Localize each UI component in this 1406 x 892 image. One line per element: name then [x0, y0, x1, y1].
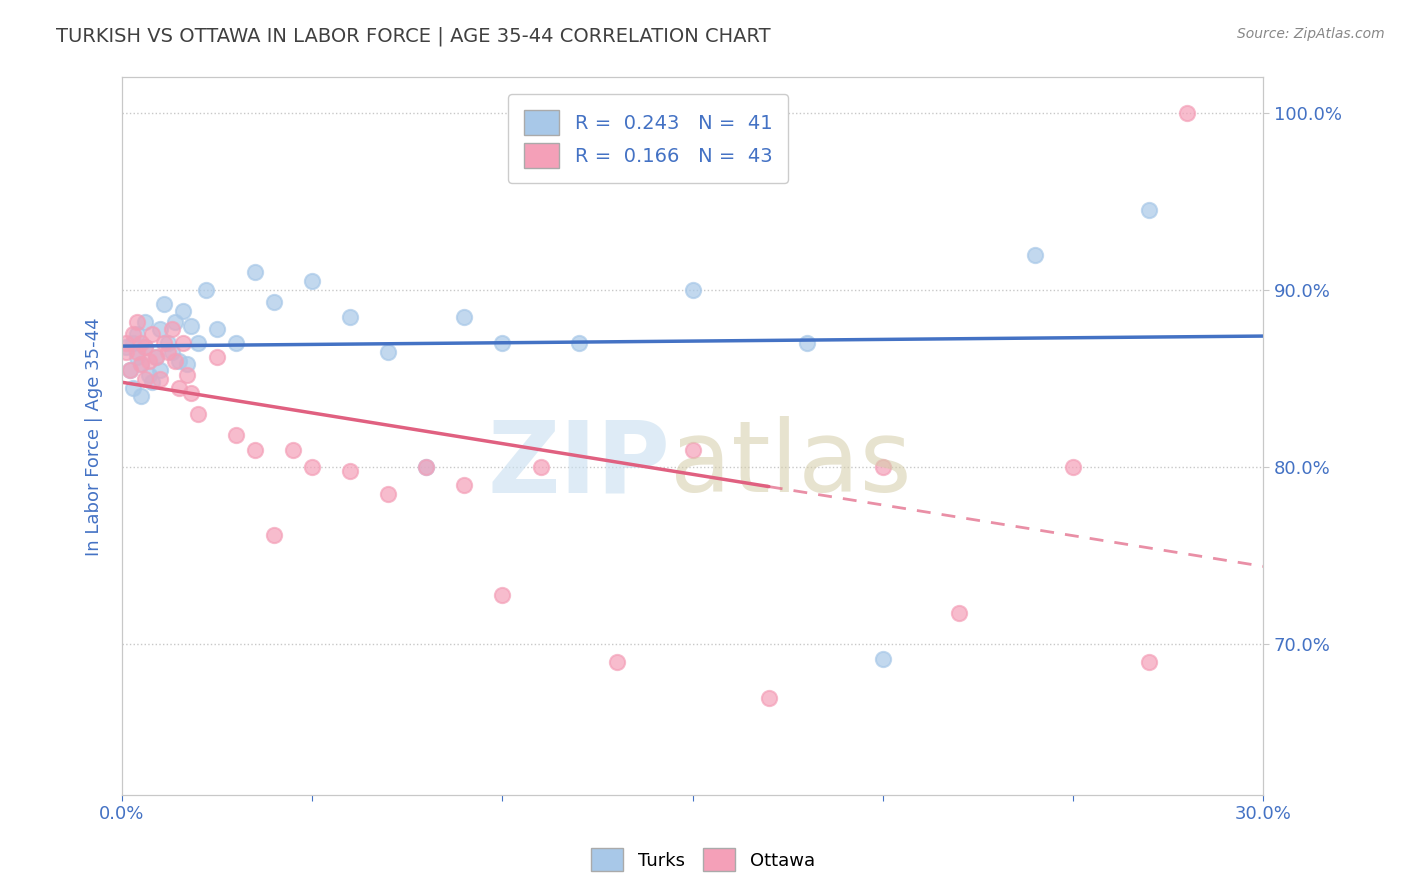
Point — [122, 380, 145, 394]
Point — [115, 336, 138, 351]
Point — [134, 372, 156, 386]
Point — [172, 336, 194, 351]
Y-axis label: In Labor Force | Age 35-44: In Labor Force | Age 35-44 — [86, 317, 103, 556]
Point — [796, 336, 818, 351]
Point — [129, 358, 152, 372]
Point — [1024, 247, 1046, 261]
Point — [160, 345, 183, 359]
Point — [167, 354, 190, 368]
Text: ZIP: ZIP — [486, 417, 669, 514]
Point — [301, 460, 323, 475]
Point — [377, 345, 399, 359]
Point — [160, 322, 183, 336]
Point — [339, 310, 361, 324]
Point — [205, 322, 228, 336]
Point — [872, 460, 894, 475]
Point — [153, 297, 176, 311]
Point — [129, 336, 152, 351]
Point — [491, 588, 513, 602]
Point — [134, 315, 156, 329]
Point — [180, 318, 202, 333]
Point — [339, 464, 361, 478]
Point — [415, 460, 437, 475]
Point — [156, 336, 179, 351]
Legend: Turks, Ottawa: Turks, Ottawa — [583, 841, 823, 879]
Point — [176, 368, 198, 383]
Point — [529, 460, 551, 475]
Point — [141, 375, 163, 389]
Point — [301, 274, 323, 288]
Point — [122, 336, 145, 351]
Point — [165, 315, 187, 329]
Point — [122, 327, 145, 342]
Point — [165, 354, 187, 368]
Point — [568, 336, 591, 351]
Text: Source: ZipAtlas.com: Source: ZipAtlas.com — [1237, 27, 1385, 41]
Point — [118, 363, 141, 377]
Point — [167, 380, 190, 394]
Point — [141, 327, 163, 342]
Point — [149, 322, 172, 336]
Point — [283, 442, 305, 457]
Point — [153, 336, 176, 351]
Point — [172, 304, 194, 318]
Point — [682, 283, 704, 297]
Point — [138, 368, 160, 383]
Point — [491, 336, 513, 351]
Point — [1137, 203, 1160, 218]
Point — [115, 345, 138, 359]
Point — [263, 527, 285, 541]
Point — [145, 351, 167, 365]
Point — [138, 354, 160, 368]
Point — [129, 389, 152, 403]
Point — [134, 340, 156, 354]
Point — [187, 336, 209, 351]
Point — [758, 690, 780, 705]
Point — [127, 327, 149, 342]
Point — [149, 363, 172, 377]
Point — [606, 655, 628, 669]
Point — [245, 265, 267, 279]
Point — [872, 651, 894, 665]
Point — [682, 442, 704, 457]
Point — [156, 345, 179, 359]
Point — [377, 487, 399, 501]
Point — [948, 606, 970, 620]
Point — [225, 428, 247, 442]
Point — [127, 315, 149, 329]
Point — [127, 345, 149, 359]
Point — [1175, 106, 1198, 120]
Point — [263, 295, 285, 310]
Point — [1137, 655, 1160, 669]
Point — [225, 336, 247, 351]
Point — [134, 340, 156, 354]
Point — [127, 351, 149, 365]
Point — [453, 310, 475, 324]
Point — [194, 283, 217, 297]
Point — [245, 442, 267, 457]
Point — [118, 363, 141, 377]
Point — [145, 351, 167, 365]
Point — [180, 385, 202, 400]
Point — [149, 372, 172, 386]
Text: TURKISH VS OTTAWA IN LABOR FORCE | AGE 35-44 CORRELATION CHART: TURKISH VS OTTAWA IN LABOR FORCE | AGE 3… — [56, 27, 770, 46]
Point — [176, 358, 198, 372]
Point — [129, 358, 152, 372]
Point — [453, 478, 475, 492]
Point — [1062, 460, 1084, 475]
Legend: R =  0.243   N =  41, R =  0.166   N =  43: R = 0.243 N = 41, R = 0.166 N = 43 — [509, 95, 787, 183]
Point — [205, 351, 228, 365]
Point — [115, 340, 138, 354]
Point — [187, 407, 209, 421]
Text: atlas: atlas — [669, 417, 911, 514]
Point — [415, 460, 437, 475]
